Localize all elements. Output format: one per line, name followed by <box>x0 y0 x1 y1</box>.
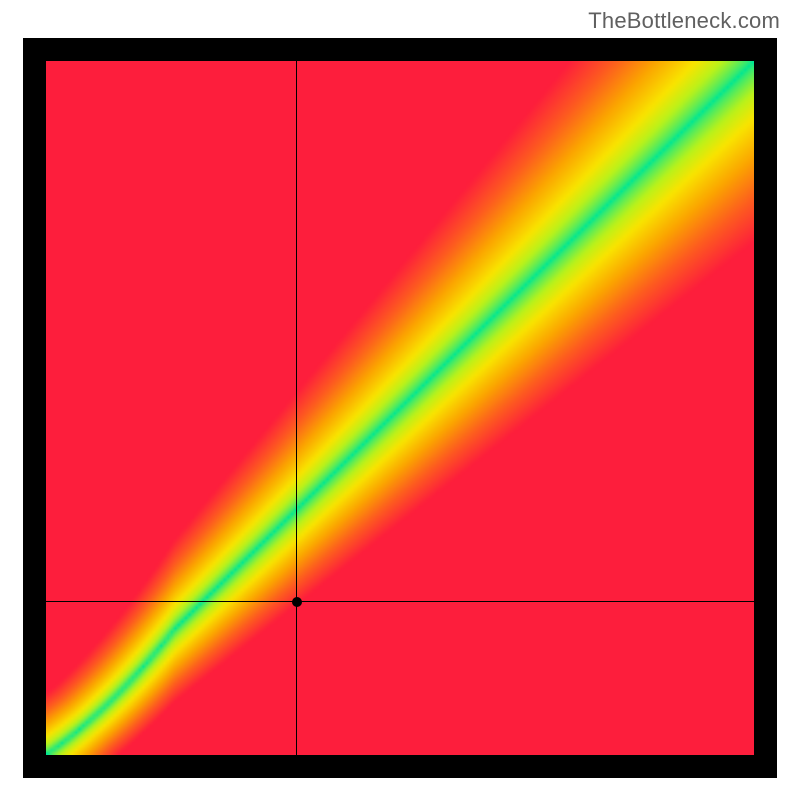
heatmap-canvas <box>46 61 754 755</box>
crosshair-marker <box>292 597 302 607</box>
watermark-text: TheBottleneck.com <box>588 8 780 34</box>
crosshair-horizontal <box>46 601 754 602</box>
plot-frame <box>23 38 777 778</box>
crosshair-vertical <box>296 61 297 755</box>
